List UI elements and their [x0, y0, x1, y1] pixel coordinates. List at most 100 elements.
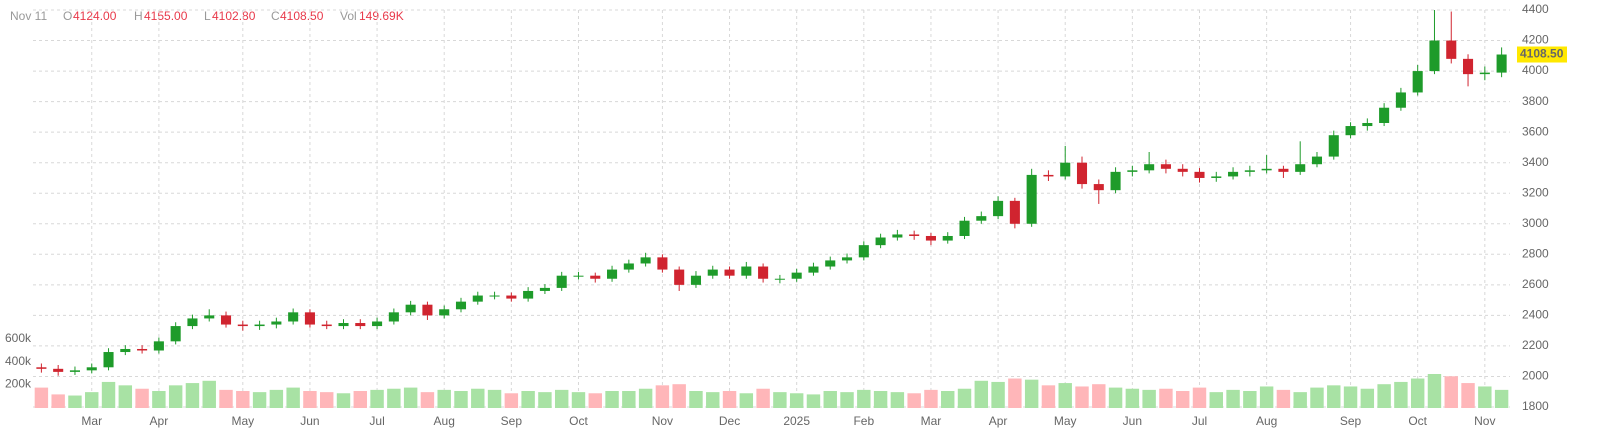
y-tick-label: 4400 [1522, 2, 1549, 16]
volume-bar [706, 392, 720, 408]
candle-body [220, 315, 232, 325]
volume-bar [689, 391, 703, 408]
candle-body [1278, 168, 1289, 172]
candle-body [1211, 176, 1222, 178]
x-tick-label: Jun [1123, 414, 1142, 428]
candle-body [1177, 168, 1188, 172]
volume-bar [1108, 387, 1123, 408]
candle-body [607, 269, 618, 279]
header-value: 4108.50 [280, 9, 324, 23]
volume-bars [34, 374, 1509, 408]
x-tick-label: Aug [1256, 414, 1277, 428]
y-tick-label: 2400 [1522, 308, 1549, 322]
candle-body [1127, 170, 1138, 172]
header-value: 4102.80 [212, 9, 256, 23]
candle-body [271, 321, 282, 325]
volume-bar [1444, 376, 1458, 408]
candle-body [1060, 162, 1071, 177]
last-price-bg [1517, 46, 1567, 63]
x-tick-label: Jul [1192, 414, 1207, 428]
candle-body [321, 324, 332, 327]
candle-body [1311, 156, 1323, 165]
volume-bar [739, 393, 754, 408]
volume-bar [823, 391, 837, 408]
volume-bar [269, 389, 284, 408]
y-tick-label: 2000 [1522, 369, 1549, 383]
volume-bar [454, 391, 468, 408]
volume-bar [1461, 383, 1475, 408]
x-tick-label: Oct [569, 414, 588, 428]
candle-body [338, 323, 349, 327]
candle-body [959, 220, 970, 236]
volume-bar [1209, 392, 1223, 408]
candle-body [741, 266, 752, 276]
candle-body [1463, 58, 1474, 75]
volume-bar [437, 389, 451, 408]
candle-body [187, 318, 198, 327]
volume-bar [118, 385, 133, 408]
volume-bar [1142, 389, 1156, 408]
volume-bar [1008, 378, 1022, 408]
volume-bar [890, 392, 905, 408]
x-tick-label: Nov [652, 414, 673, 428]
volume-bar [1075, 386, 1089, 408]
candle-body [993, 200, 1004, 217]
candle-body [942, 235, 953, 241]
volume-bar [286, 387, 300, 408]
candle-body [1412, 71, 1423, 93]
candle-body [1026, 174, 1037, 224]
candle-body [523, 290, 534, 299]
candle-body [590, 275, 601, 279]
x-tick-label: Apr [150, 414, 169, 428]
volume-bar [1226, 389, 1240, 408]
header-key: C [271, 9, 280, 23]
volume-bar [152, 391, 166, 408]
candle-body [1479, 72, 1490, 75]
volume-bar [840, 392, 854, 408]
volume-bar [941, 391, 955, 408]
volume-bar [655, 385, 670, 408]
header: Nov 11 O 4124.00 H 4155.00 L 4102.80 C 4… [10, 9, 404, 23]
volume-bar [135, 388, 149, 408]
volume-bar [1377, 384, 1391, 408]
volume-bar [571, 392, 586, 408]
header-value: 4155.00 [144, 9, 188, 23]
candle-body [86, 367, 97, 371]
candle-body [1362, 122, 1373, 127]
candle-body [153, 341, 164, 351]
x-tick-label: Jun [300, 414, 319, 428]
volume-bar [1293, 392, 1307, 408]
volume-bar [974, 380, 989, 408]
candle-body [1345, 126, 1356, 136]
volume-bar [403, 387, 418, 408]
candle-body [758, 266, 769, 279]
volume-bar [588, 393, 602, 408]
candle-body [858, 245, 869, 258]
volume-bar [538, 392, 552, 408]
volume-bar [857, 389, 871, 408]
candle-body [808, 266, 819, 273]
candle-body [388, 312, 399, 322]
volume-bar [605, 391, 619, 408]
candle-body [875, 237, 886, 246]
volume-bar [1092, 384, 1106, 408]
volume-bar [504, 393, 519, 408]
candle-body [237, 324, 248, 327]
candle-body [539, 287, 550, 291]
volume-bar [521, 391, 535, 408]
y-tick-label: 3600 [1522, 124, 1549, 138]
volume-bar [1427, 374, 1442, 408]
candle-body [1295, 164, 1306, 172]
candle-body [1228, 171, 1239, 177]
volume-bar [806, 394, 821, 408]
candle-body [1244, 170, 1255, 172]
volume-bar [622, 391, 636, 408]
candle-body [909, 234, 920, 236]
candle-body [825, 260, 836, 267]
candle-body [623, 263, 634, 270]
volume-bar [420, 392, 435, 408]
candle-body [707, 269, 718, 276]
candle-body [1328, 135, 1339, 157]
x-tick-label: Sep [1340, 414, 1362, 428]
last-price-label: 4108.50 [1520, 47, 1564, 61]
